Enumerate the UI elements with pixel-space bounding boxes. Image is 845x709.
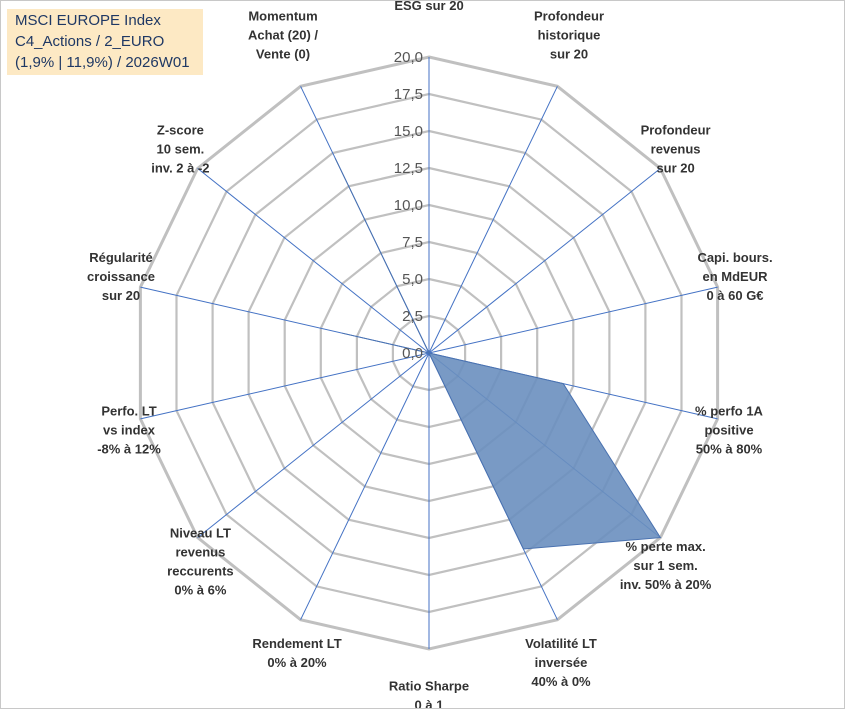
axis-label-1: Profondeur historique sur 20 xyxy=(534,9,604,62)
series-area-0 xyxy=(334,158,662,550)
axis-spoke-9 xyxy=(197,352,430,538)
tick-label: 0,0 xyxy=(402,345,423,362)
axis-label-line: Rendement LT xyxy=(252,636,341,651)
axis-label-line: Achat (20) / xyxy=(248,28,318,43)
axis-label-line: Volatilité LT xyxy=(525,636,597,651)
axis-spoke-12 xyxy=(197,168,430,354)
axis-label-line: Z-score xyxy=(157,123,204,138)
axis-label-line: % perfo 1A xyxy=(695,404,764,419)
axis-label-line: % perte max. xyxy=(625,539,705,554)
axis-label-9: Niveau LT revenus reccurents 0% à 6% xyxy=(167,526,233,598)
axis-spoke-3 xyxy=(428,286,718,354)
axis-label-line: 40% à 0% xyxy=(531,674,591,689)
tick-label: 7,5 xyxy=(402,234,423,251)
axis-label-line: revenus xyxy=(175,545,225,560)
axis-label-line: 50% à 80% xyxy=(696,442,763,457)
radar-series xyxy=(334,158,662,550)
axis-label-7: Ratio Sharpe 0 à 1 xyxy=(389,678,469,708)
axis-label-line: 0% à 20% xyxy=(267,655,327,670)
axis-label-line: Perfo. LT xyxy=(101,404,156,419)
axis-label-line: ESG sur 20 xyxy=(394,1,463,13)
tick-label: 2,5 xyxy=(402,308,423,325)
tick-label: 5,0 xyxy=(402,271,423,288)
axis-label-line: Profondeur xyxy=(641,123,711,138)
radar-axis-labels: NoteESG sur 20 Profondeur historique sur 20… xyxy=(87,1,773,708)
axis-label-2: Profondeur revenus sur 20 xyxy=(641,123,711,176)
axis-label-line: inv. 50% à 20% xyxy=(620,577,712,592)
axis-label-line: positive xyxy=(704,423,753,438)
axis-label-line: historique xyxy=(538,28,601,43)
axis-label-line: 0 à 60 G€ xyxy=(706,288,763,303)
axis-label-line: 10 sem. xyxy=(157,142,205,157)
axis-label-line: croissance xyxy=(87,269,155,284)
axis-label-8: Rendement LT 0% à 20% xyxy=(252,636,341,670)
axis-label-0: NoteESG sur 20 xyxy=(394,1,463,13)
tick-label: 10,0 xyxy=(394,197,423,214)
title-line-3: (1,9% | 11,9%) / 2026W01 xyxy=(15,54,190,71)
axis-spoke-2 xyxy=(428,168,661,354)
axis-label-line: Vente (0) xyxy=(256,47,310,62)
axis-label-line: en MdEUR xyxy=(703,269,769,284)
axis-label-line: 0 à 1 xyxy=(415,697,444,708)
axis-label-5: % perte max. sur 1 sem. inv. 50% à 20% xyxy=(620,539,712,592)
title-line-1: MSCI EUROPE Index xyxy=(15,12,161,29)
axis-label-line: Capi. bours. xyxy=(697,250,772,265)
tick-label: 15,0 xyxy=(394,123,423,140)
axis-label-3: Capi. bours. en MdEUR 0 à 60 G€ xyxy=(697,250,772,303)
axis-label-line: reccurents xyxy=(167,564,233,579)
axis-label-line: vs index xyxy=(103,423,156,438)
chart-title-box: MSCI EUROPE Index C4_Actions / 2_EURO (1… xyxy=(7,9,203,75)
axis-label-12: Z-score 10 sem. inv. 2 à -2 xyxy=(151,123,209,176)
axis-label-line: Niveau LT xyxy=(170,526,231,541)
tick-label: 17,5 xyxy=(394,86,423,103)
axis-label-line: sur 1 sem. xyxy=(633,558,697,573)
axis-label-line: Momentum xyxy=(248,9,317,24)
axis-label-line: Profondeur xyxy=(534,9,604,24)
axis-label-line: sur 20 xyxy=(550,47,588,62)
tick-label: 12,5 xyxy=(394,160,423,177)
axis-label-line: revenus xyxy=(651,142,701,157)
axis-label-line: -8% à 12% xyxy=(97,442,161,457)
axis-spoke-8 xyxy=(300,352,430,620)
radar-tick-labels: 0,0 2,5 5,0 7,5 10,0 12,5 15,0 17,5 20,0 xyxy=(394,49,423,362)
axis-label-line: Régularité xyxy=(89,250,153,265)
axis-spoke-1 xyxy=(428,86,558,354)
axis-spoke-10 xyxy=(140,352,430,420)
axis-label-4: % perfo 1A positive 50% à 80% xyxy=(695,404,764,457)
axis-label-13: Momentum Achat (20) / Vente (0) xyxy=(248,9,318,62)
axis-label-line: sur 20 xyxy=(656,161,694,176)
axis-label-line: inversée xyxy=(535,655,588,670)
tick-label: 20,0 xyxy=(394,49,423,66)
axis-label-6: Volatilité LT inversée 40% à 0% xyxy=(525,636,597,689)
axis-label-10: Perfo. LT vs index -8% à 12% xyxy=(97,404,161,457)
axis-label-line: inv. 2 à -2 xyxy=(151,161,209,176)
axis-label-line: sur 20 xyxy=(102,288,140,303)
axis-label-line: 0% à 6% xyxy=(174,583,226,598)
axis-label-11: Régularité croissance sur 20 xyxy=(87,250,155,303)
title-line-2: C4_Actions / 2_EURO xyxy=(15,33,165,50)
axis-label-line: Ratio Sharpe xyxy=(389,678,469,693)
